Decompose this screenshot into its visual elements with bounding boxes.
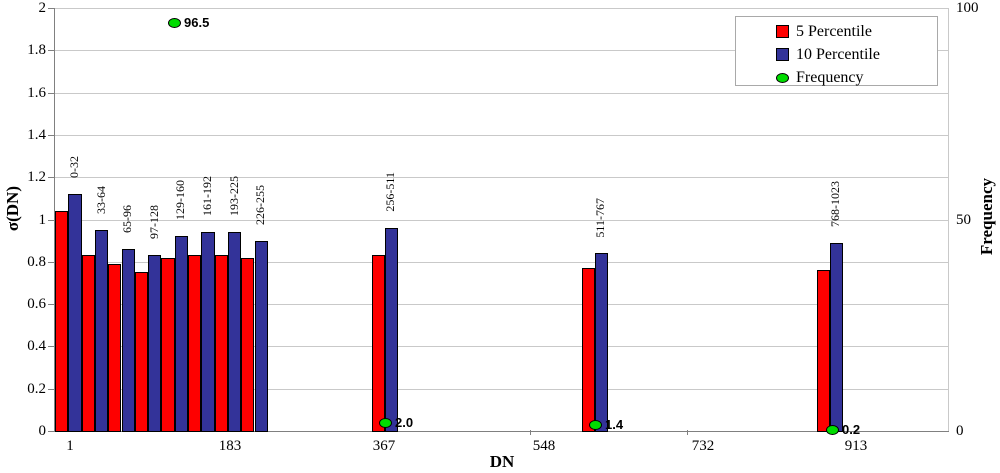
- legend-label: 10 Percentile: [796, 45, 880, 63]
- bar-10-percentile-33-64: [94, 230, 109, 432]
- gridline-y-0.4: [55, 346, 949, 347]
- y-axis-tick-1.4: [48, 135, 54, 136]
- x-axis-label-732: 732: [691, 438, 715, 454]
- y-axis-tick-2: [48, 8, 54, 9]
- legend-square-swatch-icon: [776, 48, 789, 61]
- legend-item-frequency: Frequency: [776, 66, 937, 89]
- legend: 5 Percentile 10 Percentile Frequency: [735, 16, 938, 86]
- y-axis-label-1: 1: [38, 212, 47, 228]
- bar-10-percentile-0-32: [68, 194, 82, 432]
- bar-10-percentile-97-128: [148, 255, 162, 432]
- frequency-point-1.4: [588, 420, 602, 431]
- y-axis-label-1.2: 1.2: [27, 169, 46, 185]
- bar-10-percentile-193-225: [227, 232, 242, 432]
- x-axis-line: [54, 431, 949, 432]
- gridline-y-1.6: [55, 93, 949, 94]
- legend-item-5-percentile: 5 Percentile: [776, 20, 937, 43]
- bar-5-percentile-256-511: [371, 255, 385, 432]
- bin-label-256-511: 256-511: [383, 172, 398, 212]
- bar-5-percentile-161-192: [188, 255, 202, 432]
- gridline-y-1.8: [55, 50, 949, 51]
- frequency-point-label-1.4: 1.4: [605, 417, 624, 433]
- y-axis-tick-0.2: [48, 389, 54, 390]
- y-axis-line: [54, 8, 55, 431]
- bar-5-percentile-226-255: [241, 257, 255, 432]
- x-axis-label-183: 183: [218, 438, 242, 454]
- x-axis-label-913: 913: [844, 438, 868, 454]
- frequency-point-label-2.0: 2.0: [395, 414, 414, 430]
- gridline-y-0.6: [55, 304, 949, 305]
- legend-item-10-percentile: 10 Percentile: [776, 43, 937, 66]
- y-axis-label-0: 0: [38, 423, 47, 439]
- bar-5-percentile-65-96: [108, 263, 122, 432]
- bar-10-percentile-226-255: [254, 240, 268, 432]
- y-axis-tick-0.6: [48, 304, 54, 305]
- bar-10-percentile-129-160: [174, 236, 188, 432]
- plot-right-border: [948, 8, 949, 431]
- bar-5-percentile-511-767: [581, 268, 595, 432]
- y-axis-tick-1.2: [48, 177, 54, 178]
- x-axis-label-548: 548: [532, 438, 556, 454]
- secondary-y-axis-label-0: 0: [956, 423, 964, 439]
- bin-label-193-225: 193-225: [226, 176, 241, 217]
- y-axis-tick-0.4: [48, 346, 54, 347]
- y-axis-label-1.8: 1.8: [27, 42, 46, 58]
- y-axis-tick-0: [48, 431, 54, 432]
- gridline-y-1: [55, 220, 949, 221]
- gridline-y-0.2: [55, 389, 949, 390]
- bin-label-33-64: 33-64: [93, 186, 108, 215]
- y-axis-label-2: 2: [38, 0, 47, 16]
- bin-label-161-192: 161-192: [199, 176, 214, 217]
- y-axis-tick-1.6: [48, 93, 54, 94]
- legend-label: 5 Percentile: [796, 22, 872, 40]
- legend-square-swatch-icon: [776, 25, 789, 38]
- secondary-y-axis-label-100: 100: [956, 0, 979, 16]
- bar-10-percentile-65-96: [121, 249, 135, 432]
- bar-5-percentile-129-160: [161, 257, 175, 432]
- gridline-y-1.2: [55, 177, 949, 178]
- frequency-point-label-96.5: 96.5: [184, 14, 210, 30]
- gridline-y-1.4: [55, 135, 949, 136]
- legend-label: Frequency: [796, 68, 864, 86]
- y-axis-tick-1.8: [48, 50, 54, 51]
- bin-label-768-1023: 768-1023: [828, 180, 843, 227]
- x-axis-tick-0: [530, 430, 531, 435]
- x-axis-title: DN: [489, 452, 515, 471]
- bin-label-511-767: 511-767: [593, 197, 608, 238]
- bar-5-percentile-0-32: [55, 211, 69, 432]
- frequency-point-label-0.2: 0.2: [842, 422, 861, 438]
- bin-label-97-128: 97-128: [146, 205, 161, 240]
- y-axis-tick-0.8: [48, 262, 54, 263]
- gridline-y-0.8: [55, 262, 949, 263]
- x-axis-label-1: 1: [66, 438, 74, 454]
- bar-10-percentile-511-767: [594, 253, 609, 432]
- bar-5-percentile-33-64: [81, 255, 95, 432]
- bar-10-percentile-161-192: [201, 232, 215, 432]
- bin-label-129-160: 129-160: [173, 180, 188, 221]
- bin-label-226-255: 226-255: [253, 184, 268, 225]
- legend-circle-swatch-icon: [776, 72, 789, 83]
- bar-10-percentile-256-511: [384, 227, 399, 432]
- bin-label-0-32: 0-32: [66, 156, 81, 179]
- bar-10-percentile-768-1023: [829, 242, 844, 432]
- bin-label-65-96: 65-96: [120, 205, 135, 234]
- frequency-point-0.2: [825, 425, 839, 436]
- y-axis-label-1.6: 1.6: [27, 85, 46, 101]
- x-axis-tick-1: [687, 430, 688, 435]
- y-axis-label-0.4: 0.4: [27, 338, 46, 354]
- gridline-y-2: [55, 8, 949, 9]
- y-axis-label-1.4: 1.4: [27, 127, 46, 143]
- bar-5-percentile-97-128: [134, 272, 149, 432]
- y-axis-tick-1: [48, 220, 54, 221]
- frequency-point-96.5: [167, 17, 181, 28]
- y-axis-label-0.8: 0.8: [27, 254, 46, 270]
- secondary-y-axis-label-50: 50: [956, 212, 971, 228]
- y-axis-label-0.6: 0.6: [27, 296, 46, 312]
- frequency-point-2.0: [378, 417, 392, 428]
- bar-5-percentile-193-225: [214, 255, 228, 432]
- y-axis-label-0.2: 0.2: [27, 381, 46, 397]
- x-axis-label-367: 367: [372, 438, 396, 454]
- bar-5-percentile-768-1023: [816, 270, 830, 432]
